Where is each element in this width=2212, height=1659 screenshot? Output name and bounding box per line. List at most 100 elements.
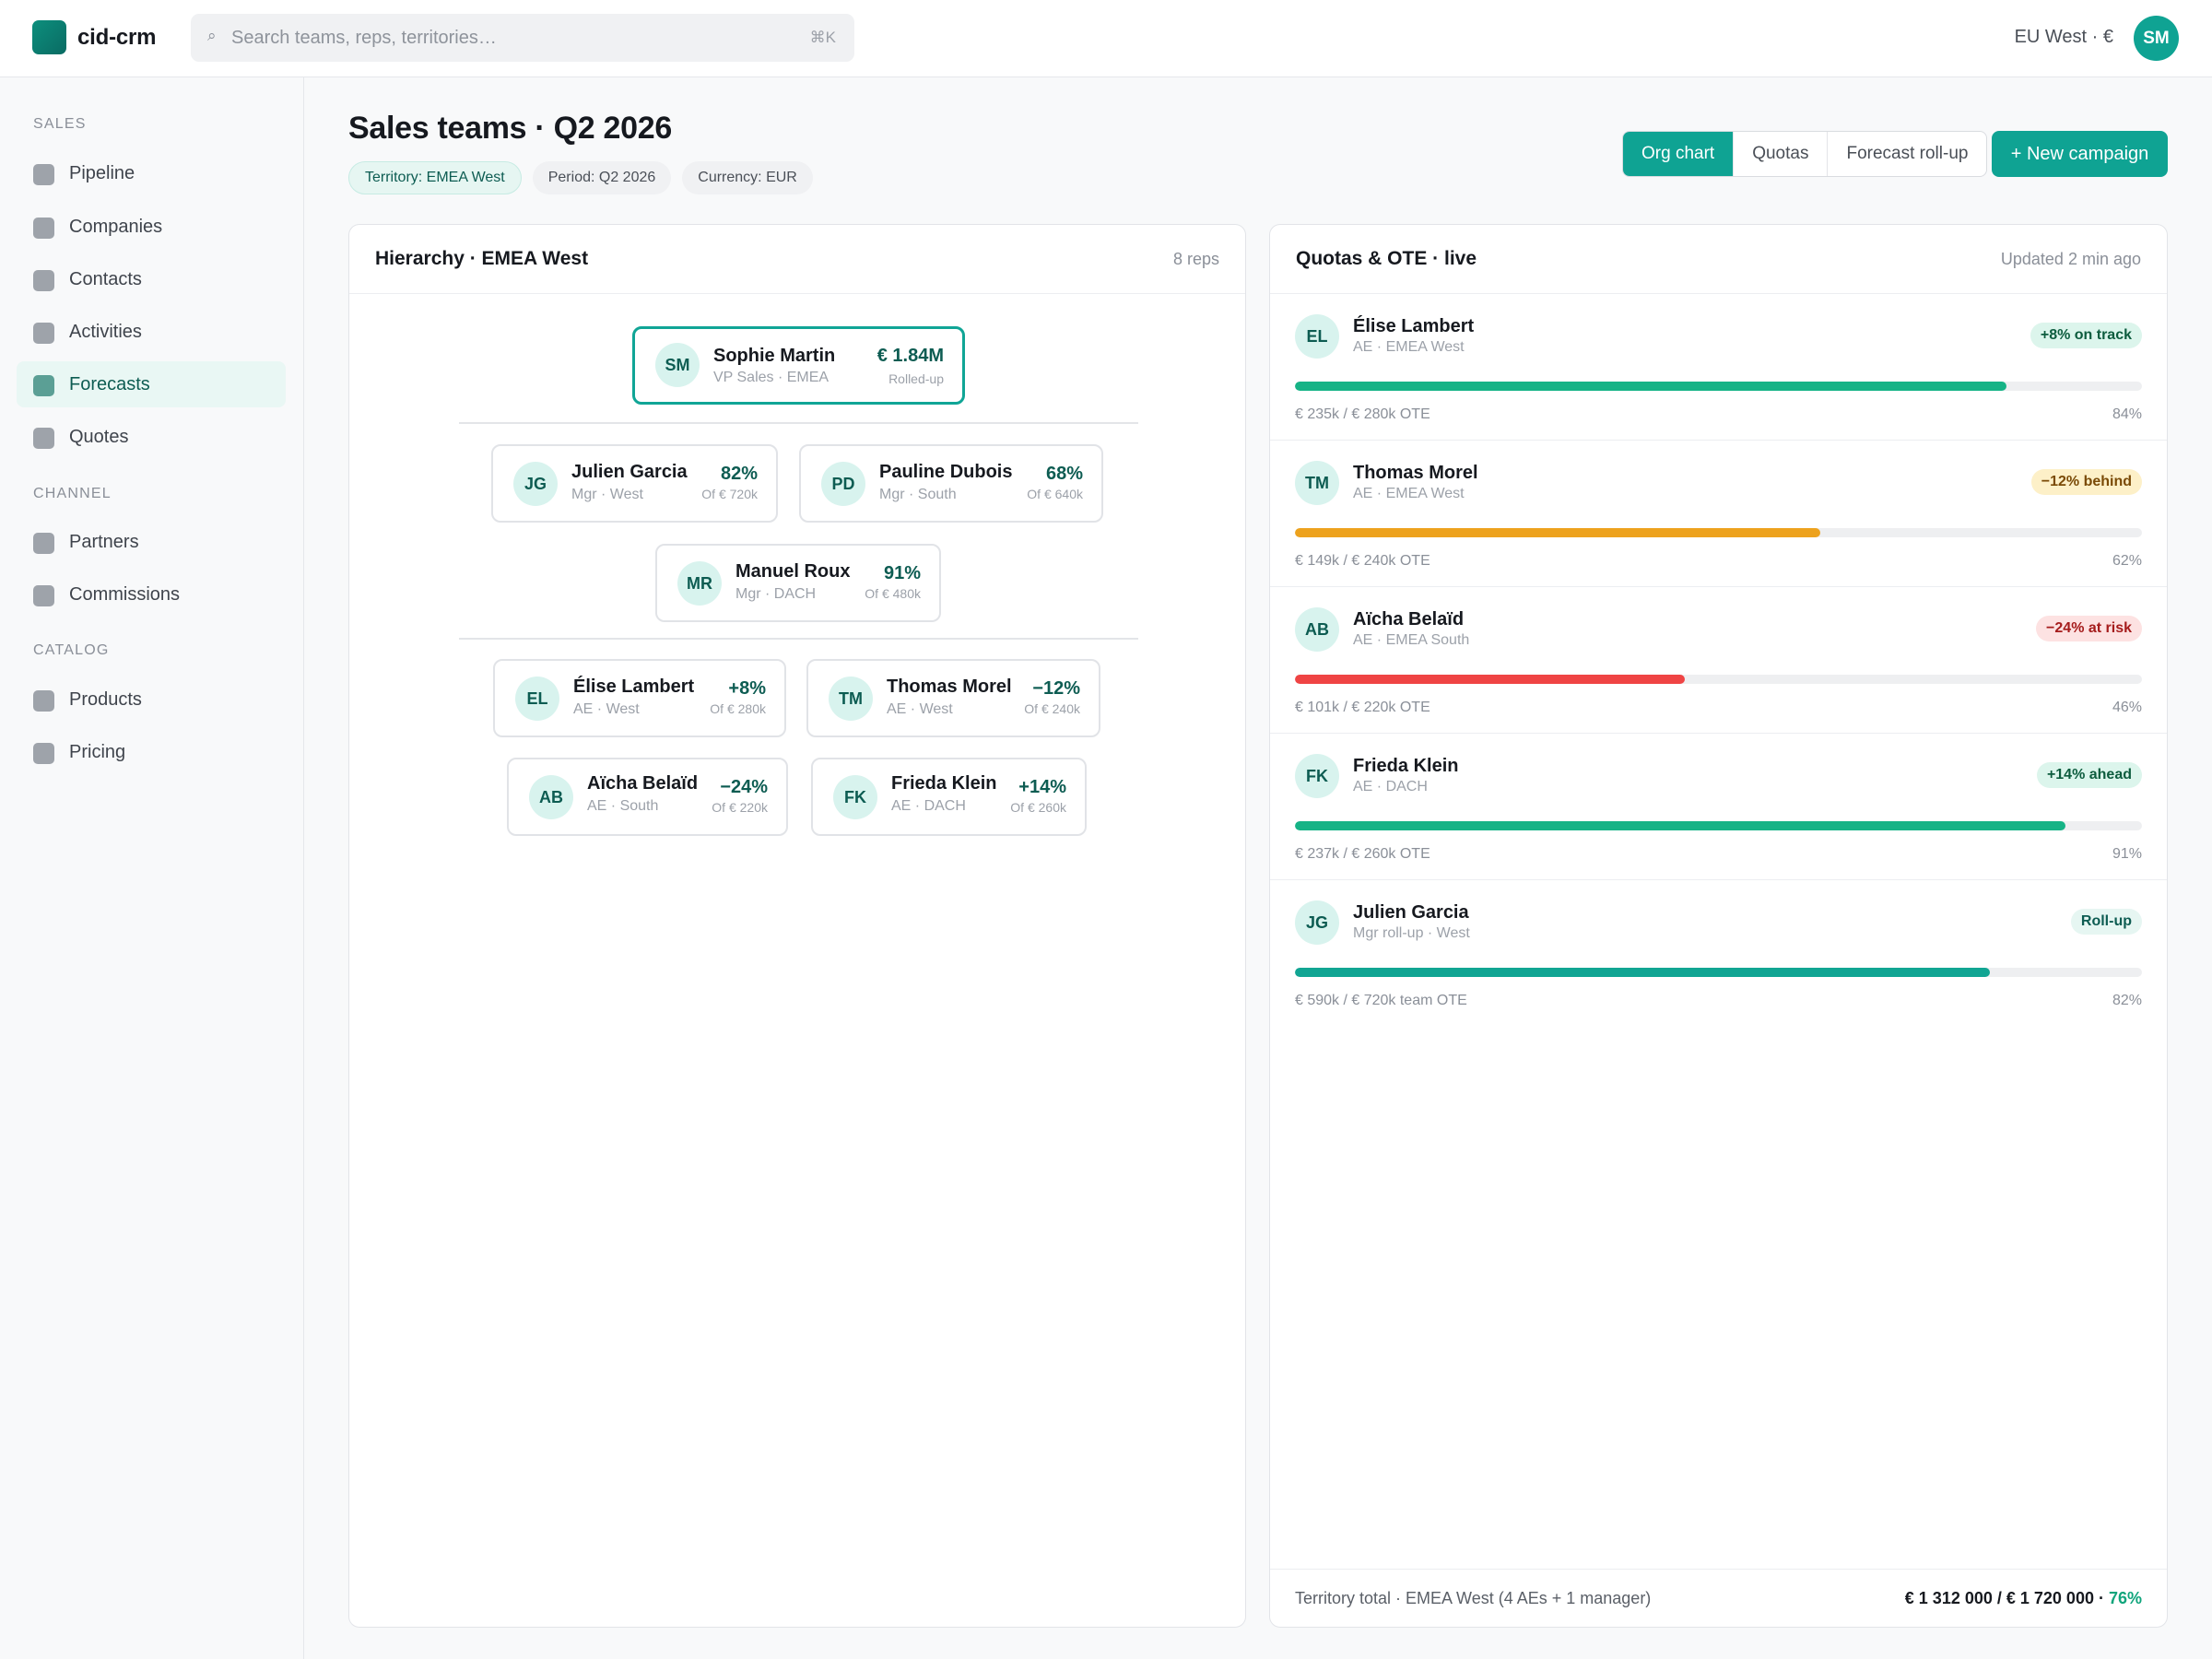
quota-row[interactable]: EL Élise Lambert AE · EMEA West +8% on t… (1270, 294, 2167, 441)
rep-name: Frieda Klein (1353, 756, 1459, 776)
region-selector[interactable]: EU West · € (2014, 27, 2113, 47)
chip-period[interactable]: Period: Q2 2026 (532, 161, 672, 194)
node-name: Élise Lambert (573, 677, 695, 697)
top-bar: cid-crm ⌕ Search teams, reps, territorie… (0, 0, 2212, 77)
node-name: Manuel Roux (735, 561, 851, 582)
node-subvalue: Of € 260k (1010, 800, 1066, 815)
sidebar-item-pipeline[interactable]: Pipeline (17, 150, 286, 196)
avatar: FK (1295, 754, 1339, 798)
node-role: AE · DACH (891, 798, 966, 814)
avatar: SM (655, 343, 700, 387)
tab-org-chart[interactable]: Org chart (1623, 132, 1735, 176)
sidebar-item-label: Quotes (69, 427, 129, 447)
status-badge: −24% at risk (2036, 616, 2142, 641)
org-node-rep[interactable]: FK Frieda Klein AE · DACH +14% Of € 260k (811, 758, 1087, 836)
quota-row[interactable]: FK Frieda Klein AE · DACH +14% ahead € 2… (1270, 734, 2167, 880)
quota-row[interactable]: JG Julien Garcia Mgr roll-up · West Roll… (1270, 880, 2167, 1027)
org-node-rep[interactable]: TM Thomas Morel AE · West −12% Of € 240k (806, 659, 1100, 737)
node-value: −12% (1032, 678, 1080, 699)
org-node-root[interactable]: SM Sophie Martin VP Sales · EMEA € 1.84M… (632, 326, 965, 405)
org-node-rep[interactable]: AB Aïcha Belaïd AE · South −24% Of € 220… (507, 758, 788, 836)
sidebar-section-channel: CHANNEL (33, 486, 112, 501)
territory-total-label: Territory total · EMEA West (4 AEs + 1 m… (1295, 1589, 1652, 1607)
node-subvalue: Rolled-up (888, 371, 944, 386)
node-subvalue: Of € 480k (865, 586, 921, 601)
node-value: 68% (1045, 464, 1083, 484)
sidebar-item-activities[interactable]: Activities (17, 309, 286, 355)
pricing-icon (33, 743, 54, 764)
brand[interactable]: cid-crm (32, 20, 156, 54)
sidebar-item-forecasts[interactable]: Forecasts (17, 361, 286, 407)
progress-fill (1295, 382, 2006, 391)
quota-percent: 84% (2112, 406, 2142, 422)
companies-icon (33, 218, 54, 239)
node-subvalue: Of € 720k (701, 487, 758, 501)
page-title: Sales teams · Q2 2026 (348, 111, 672, 146)
sidebar-item-quotes[interactable]: Quotes (17, 414, 286, 460)
node-role: AE · West (573, 701, 640, 717)
quota-amount: € 237k / € 260k OTE (1295, 846, 1430, 862)
quota-row[interactable]: AB Aïcha Belaïd AE · EMEA South −24% at … (1270, 587, 2167, 734)
rep-role: AE · EMEA South (1353, 632, 1470, 648)
sidebar-item-products[interactable]: Products (17, 677, 286, 723)
node-value: € 1.84M (877, 346, 944, 366)
search-input[interactable]: ⌕ Search teams, reps, territories… ⌘K (191, 14, 854, 62)
search-placeholder: Search teams, reps, territories… (231, 28, 497, 48)
forecasts-icon (33, 375, 54, 396)
org-node-manager[interactable]: MR Manuel Roux Mgr · DACH 91% Of € 480k (655, 544, 941, 622)
avatar: EL (1295, 314, 1339, 359)
sidebar-item-label: Pricing (69, 742, 126, 762)
org-node-manager[interactable]: PD Pauline Dubois Mgr · South 68% Of € 6… (799, 444, 1103, 523)
progress-fill (1295, 675, 1685, 684)
quota-row[interactable]: TM Thomas Morel AE · EMEA West −12% behi… (1270, 441, 2167, 587)
progress-fill (1295, 968, 1990, 977)
quotas-panel: Quotas & OTE · live Updated 2 min ago EL… (1269, 224, 2168, 1628)
sidebar: SALES Pipeline Companies Contacts Activi… (0, 77, 304, 1659)
quota-amount: € 235k / € 280k OTE (1295, 406, 1430, 422)
commissions-icon (33, 585, 54, 606)
activities-icon (33, 323, 54, 344)
sidebar-item-label: Forecasts (69, 374, 150, 394)
rep-role: Mgr roll-up · West (1353, 925, 1470, 941)
node-role: Mgr · DACH (735, 586, 817, 602)
sidebar-item-companies[interactable]: Companies (17, 204, 286, 250)
chip-currency[interactable]: Currency: EUR (682, 161, 813, 194)
avatar: AB (529, 775, 573, 819)
node-name: Aïcha Belaïd (587, 773, 699, 794)
org-node-manager[interactable]: JG Julien Garcia Mgr · West 82% Of € 720… (491, 444, 778, 523)
quota-percent: 46% (2112, 700, 2142, 715)
progress-bar (1295, 821, 2142, 830)
sidebar-item-commissions[interactable]: Commissions (17, 571, 286, 618)
org-node-rep[interactable]: EL Élise Lambert AE · West +8% Of € 280k (493, 659, 786, 737)
node-role: Mgr · South (879, 487, 957, 502)
sidebar-item-pricing[interactable]: Pricing (17, 729, 286, 775)
territory-total-value: € 1 312 000 / € 1 720 000 · 76% (1905, 1589, 2142, 1608)
node-name: Pauline Dubois (879, 462, 1013, 482)
tab-quotas[interactable]: Quotas (1734, 132, 1829, 176)
sidebar-item-label: Companies (69, 217, 163, 237)
chip-territory[interactable]: Territory: EMEA West (348, 161, 522, 194)
search-icon: ⌕ (207, 27, 217, 44)
user-avatar[interactable]: SM (2134, 16, 2179, 61)
rep-role: AE · EMEA West (1353, 486, 1465, 501)
progress-bar (1295, 528, 2142, 537)
hierarchy-title: Hierarchy · EMEA West (375, 248, 589, 269)
sidebar-item-partners[interactable]: Partners (17, 519, 286, 565)
search-shortcut: ⌘K (809, 29, 836, 46)
node-name: Sophie Martin (713, 346, 836, 366)
territory-total-amount: € 1 312 000 / € 1 720 000 · (1904, 1589, 2109, 1607)
sidebar-item-label: Commissions (69, 584, 181, 605)
node-value: +8% (728, 678, 766, 699)
new-campaign-button[interactable]: + New campaign (1992, 131, 2168, 177)
quota-amount: € 101k / € 220k OTE (1295, 700, 1430, 715)
view-toggle: Org chart Quotas Forecast roll-up (1622, 131, 1988, 177)
avatar: MR (677, 561, 722, 606)
sidebar-item-label: Pipeline (69, 163, 135, 183)
sidebar-section-catalog: CATALOG (33, 642, 110, 658)
products-icon (33, 690, 54, 712)
status-badge: +8% on track (2030, 323, 2142, 348)
tab-forecast-rollup[interactable]: Forecast roll-up (1846, 144, 1969, 163)
rep-name: Aïcha Belaïd (1353, 609, 1465, 629)
sidebar-item-contacts[interactable]: Contacts (17, 256, 286, 302)
avatar: AB (1295, 607, 1339, 652)
